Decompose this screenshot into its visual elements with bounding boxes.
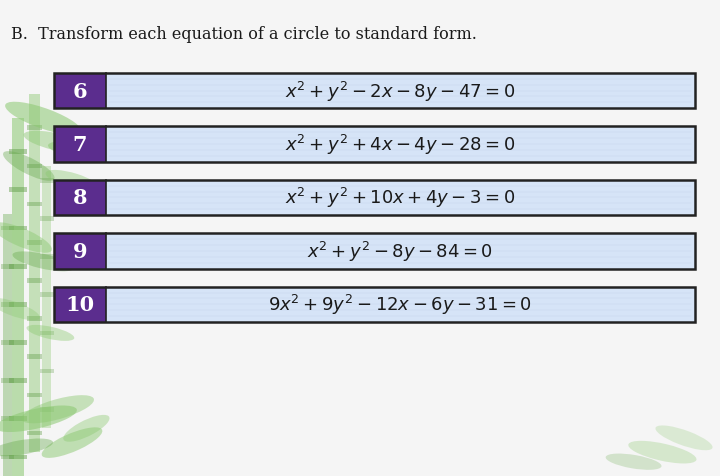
Bar [9,455,27,459]
Ellipse shape [21,396,94,423]
Bar [40,331,53,336]
Bar [1,455,14,459]
Bar [40,217,53,221]
Ellipse shape [48,142,125,163]
Ellipse shape [63,415,109,442]
Text: $x^2 + y^2 + 4x - 4y - 28 = 0$: $x^2 + y^2 + 4x - 4y - 28 = 0$ [285,133,516,157]
Ellipse shape [0,438,53,456]
Bar [27,393,42,397]
Bar [40,369,53,374]
Bar [27,355,42,359]
Ellipse shape [42,427,102,458]
Bar [9,264,27,269]
Bar [9,340,27,345]
Bar [27,202,42,207]
Bar [1,302,14,307]
Bar [106,287,695,322]
Bar [1,416,14,421]
Ellipse shape [606,454,662,470]
Bar [9,188,27,193]
Bar [54,287,695,322]
Bar [27,317,42,321]
Text: $x^2 + y^2 - 2x - 8y - 47 = 0$: $x^2 + y^2 - 2x - 8y - 47 = 0$ [285,79,516,103]
Ellipse shape [12,252,74,272]
Bar [106,127,695,162]
Bar [27,240,42,245]
Bar [27,126,42,131]
Bar [40,178,53,183]
Text: 7: 7 [73,135,87,155]
Text: $x^2 + y^2 - 8y - 84 = 0$: $x^2 + y^2 - 8y - 84 = 0$ [307,239,493,263]
Bar [54,127,695,162]
Text: $9x^2 + 9y^2 - 12x - 6y - 31 = 0$: $9x^2 + 9y^2 - 12x - 6y - 31 = 0$ [269,293,532,317]
Text: $x^2 + y^2 + 10x + 4y - 3 = 0$: $x^2 + y^2 + 10x + 4y - 3 = 0$ [285,186,516,210]
Bar [3,214,12,476]
Bar [54,234,106,269]
Bar [42,167,52,428]
Bar [9,302,27,307]
Bar [40,407,53,412]
Bar [40,255,53,259]
Bar [27,431,42,436]
Bar [54,234,695,269]
Bar [54,180,106,216]
Bar [27,278,42,283]
Ellipse shape [655,426,713,450]
Bar [54,127,106,162]
Bar [9,150,27,155]
Bar [106,234,695,269]
Bar [106,180,695,216]
Ellipse shape [5,102,81,136]
Ellipse shape [27,325,74,341]
Ellipse shape [0,406,77,432]
Bar [1,340,14,345]
Bar [106,74,695,109]
Text: B.  Transform each equation of a circle to standard form.: B. Transform each equation of a circle t… [11,26,477,43]
Ellipse shape [45,170,99,191]
Bar [9,416,27,421]
Bar [29,95,40,452]
Text: 8: 8 [73,188,87,208]
Bar [27,164,42,169]
Ellipse shape [3,152,55,181]
Text: 9: 9 [73,241,87,261]
Bar [54,74,695,109]
Bar [1,264,14,269]
Text: 10: 10 [66,295,94,315]
Ellipse shape [0,223,52,253]
Ellipse shape [0,298,40,320]
Text: 6: 6 [73,81,87,101]
Ellipse shape [629,441,696,464]
Ellipse shape [24,131,91,154]
Bar [40,293,53,298]
Bar [9,226,27,231]
Bar [1,378,14,383]
Bar [12,119,24,476]
Bar [54,287,106,322]
Bar [54,180,695,216]
Bar [9,378,27,383]
Bar [54,74,106,109]
Bar [1,226,14,231]
